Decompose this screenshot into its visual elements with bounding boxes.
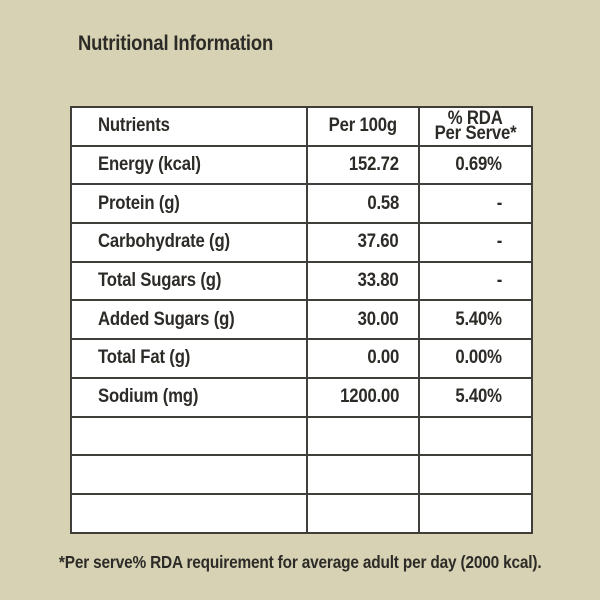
cell-empty [418, 454, 533, 495]
cell-rda: - [418, 260, 533, 302]
table-row-empty [70, 415, 533, 457]
cell-per-100g: 37.60 [306, 222, 420, 263]
cell-rda: 0.00% [418, 338, 533, 379]
cell-empty [418, 415, 533, 457]
cell-per-100g: 30.00 [306, 299, 420, 341]
cell-per-100g: 0.00 [306, 338, 420, 379]
cell-nutrient: Carbohydrate (g) [70, 222, 308, 263]
cell-per-100g: 1200.00 [306, 376, 420, 418]
cell-empty [418, 492, 533, 534]
cell-nutrient: Total Sugars (g) [70, 260, 308, 302]
table-row: Added Sugars (g) 30.00 5.40% [70, 299, 533, 341]
table-header-row: Nutrients Per 100g % RDA Per Serve* [70, 106, 533, 147]
cell-rda: - [418, 183, 533, 225]
cell-rda: 5.40% [418, 376, 533, 418]
cell-per-100g: 152.72 [306, 144, 420, 186]
footnote-text: *Per serve% RDA requirement for average … [58, 552, 542, 572]
nutrition-table: Nutrients Per 100g % RDA Per Serve* Ener… [70, 106, 533, 534]
table-row: Sodium (mg) 1200.00 5.40% [70, 376, 533, 418]
footnote: *Per serve% RDA requirement for average … [0, 550, 600, 574]
cell-rda: 5.40% [418, 299, 533, 341]
cell-empty [70, 415, 308, 457]
table-row: Protein (g) 0.58 - [70, 183, 533, 225]
cell-per-100g: 33.80 [306, 260, 420, 302]
cell-empty [306, 415, 420, 457]
cell-nutrient: Protein (g) [70, 183, 308, 225]
cell-rda: - [418, 222, 533, 263]
cell-nutrient: Sodium (mg) [70, 376, 308, 418]
cell-nutrient: Added Sugars (g) [70, 299, 308, 341]
page-title-text: Nutritional Information [78, 32, 274, 55]
table-row: Energy (kcal) 152.72 0.69% [70, 144, 533, 186]
header-rda-per-serve: % RDA Per Serve* [418, 106, 533, 147]
header-nutrients: Nutrients [70, 106, 308, 147]
cell-empty [70, 454, 308, 495]
cell-per-100g: 0.58 [306, 183, 420, 225]
table-row: Carbohydrate (g) 37.60 - [70, 222, 533, 263]
header-per-100g: Per 100g [306, 106, 420, 147]
cell-empty [70, 492, 308, 534]
cell-empty [306, 492, 420, 534]
cell-nutrient: Energy (kcal) [70, 144, 308, 186]
page-title: Nutritional Information [78, 31, 300, 57]
cell-empty [306, 454, 420, 495]
table-row: Total Fat (g) 0.00 0.00% [70, 338, 533, 379]
table-row-empty [70, 454, 533, 495]
cell-nutrient: Total Fat (g) [70, 338, 308, 379]
cell-rda: 0.69% [418, 144, 533, 186]
table-row: Total Sugars (g) 33.80 - [70, 260, 533, 302]
table-row-empty [70, 492, 533, 534]
